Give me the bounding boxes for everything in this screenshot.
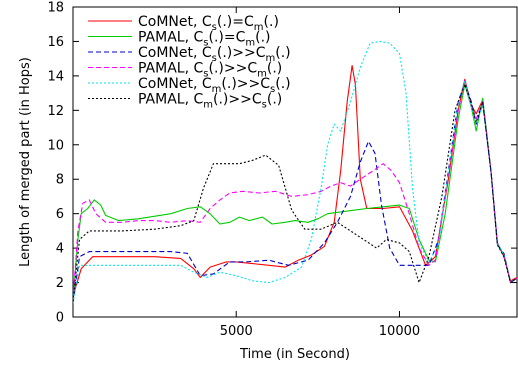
plot-frame xyxy=(72,6,518,318)
y-tick-label: 0 xyxy=(56,311,64,326)
y-tick-label: 14 xyxy=(47,69,64,84)
y-tick-label: 6 xyxy=(56,207,64,222)
x-tick-label: 5000 xyxy=(220,324,253,339)
legend-label-5: CoMNet, Cm(.)>>Cs(.) xyxy=(138,76,291,95)
x-tick-label: 10000 xyxy=(379,324,420,339)
plot-border xyxy=(72,6,518,318)
legend-label-6: PAMAL, Cm(.)>>Cs(.) xyxy=(138,92,282,111)
y-tick-label: 16 xyxy=(47,35,64,50)
legend-label-2: PAMAL, Cs(.)=Cm(.) xyxy=(138,30,271,49)
legend-label-1: CoMNet, Cs(.)=Cm(.) xyxy=(138,14,279,33)
series-line-2 xyxy=(73,83,517,300)
legend: CoMNet, Cs(.)=Cm(.)PAMAL, Cs(.)=Cm(.)CoM… xyxy=(88,14,291,111)
y-tick-label: 10 xyxy=(47,138,64,153)
series-lines xyxy=(73,40,517,304)
y-tick-label: 18 xyxy=(47,1,64,16)
x-axis-label: Time (in Second) xyxy=(239,347,350,362)
y-tick-label: 4 xyxy=(56,242,64,257)
y-tick-label: 2 xyxy=(56,276,64,291)
series-line-6 xyxy=(73,83,517,302)
legend-label-3: CoMNet, Cs(.)>>Cm(.) xyxy=(138,45,291,64)
y-tick-label: 8 xyxy=(56,173,64,188)
y-tick-label: 12 xyxy=(47,104,64,119)
axis-ticks: 0 2 4 6 8 10 12 14 16 18 5000 10000 xyxy=(47,1,517,339)
legend-label-4: PAMAL, Cs(.)>>Cm(.) xyxy=(138,61,282,80)
series-line-4 xyxy=(73,80,517,300)
y-axis-label: Length of merged part (in Hops) xyxy=(18,57,33,267)
series-line-3 xyxy=(73,82,517,304)
